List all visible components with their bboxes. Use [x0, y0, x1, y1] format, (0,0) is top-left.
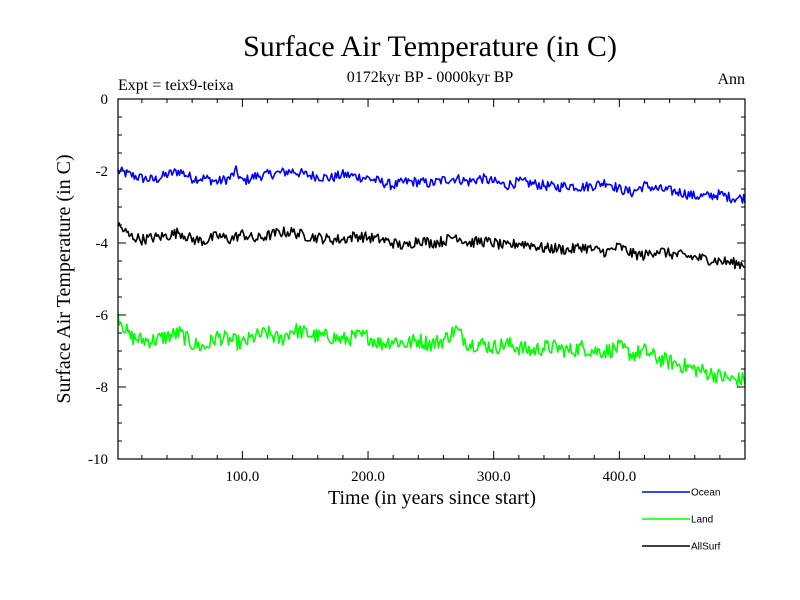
- series-line-land: [117, 313, 746, 388]
- series-line-ocean: [117, 165, 746, 204]
- experiment-label: Expt = teix9-teixa: [118, 77, 234, 94]
- legend: Ocean Land AllSurf: [642, 488, 721, 553]
- y-tick-label: -8: [96, 380, 109, 396]
- series-layer: [117, 165, 746, 388]
- y-axis-label: Surface Air Temperature (in C): [53, 154, 75, 403]
- chart-title: Surface Air Temperature (in C): [243, 30, 617, 63]
- x-axis-label: Time (in years since start): [328, 487, 536, 509]
- legend-label-land: Land: [691, 515, 713, 526]
- plot-frame: [117, 98, 746, 460]
- y-tick-label: -10: [88, 452, 108, 468]
- plot-area: 100.0 200.0 300.0 400.0 0 -2 -4 -6 -8 -10: [88, 92, 746, 485]
- season-label: Ann: [717, 71, 745, 88]
- y-tick-label: -6: [96, 308, 109, 324]
- legend-label-allsurf: AllSurf: [691, 542, 721, 553]
- x-tick-label: 400.0: [602, 469, 636, 485]
- x-tick-label: 300.0: [477, 469, 511, 485]
- series-line-allsurf: [117, 222, 746, 270]
- x-tick-label: 200.0: [351, 469, 385, 485]
- y-tick-label: -2: [96, 164, 109, 180]
- time-range-label: 0172kyr BP - 0000kyr BP: [347, 69, 514, 86]
- y-tick-label: -4: [96, 236, 109, 252]
- y-tick-label: 0: [101, 92, 109, 108]
- legend-label-ocean: Ocean: [691, 488, 720, 499]
- ticks-layer: 100.0 200.0 300.0 400.0 0 -2 -4 -6 -8 -10: [88, 92, 745, 485]
- x-tick-label: 100.0: [226, 469, 260, 485]
